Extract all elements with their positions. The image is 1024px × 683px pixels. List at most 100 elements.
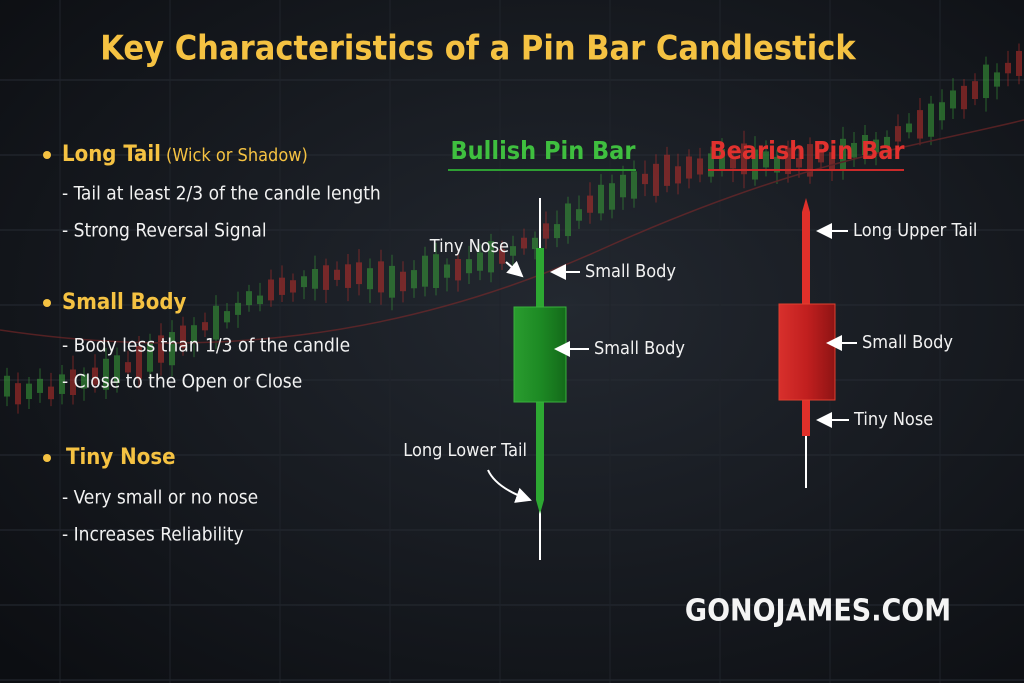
background-candle	[169, 332, 175, 366]
background-candle	[631, 171, 637, 199]
background-candle	[796, 158, 802, 168]
background-candle	[499, 249, 505, 264]
background-candle	[488, 241, 494, 273]
background-candle	[191, 325, 197, 344]
background-candle	[961, 85, 967, 110]
background-candle	[939, 102, 945, 121]
background-candle	[268, 279, 274, 301]
background-candle	[422, 255, 428, 287]
background-candle	[521, 237, 527, 249]
background-candle	[697, 158, 703, 175]
background-candle	[301, 276, 307, 288]
background-candle	[70, 369, 76, 395]
annotation: Small Body	[585, 261, 676, 282]
background-candle	[433, 254, 439, 288]
background-candle	[895, 126, 901, 142]
background-candle	[543, 223, 549, 239]
background-candle	[950, 90, 956, 109]
annotation: Small Body	[594, 338, 685, 359]
background-candle	[356, 262, 362, 285]
section-item: - Increases Reliability	[62, 524, 244, 546]
background-candle	[59, 374, 65, 394]
background-candle	[367, 268, 373, 290]
background-candle	[807, 144, 813, 177]
background-candle	[620, 174, 626, 198]
background-candle	[279, 277, 285, 295]
background-candle	[741, 143, 747, 175]
background-candle	[224, 311, 230, 323]
background-candle	[763, 151, 769, 168]
background-candle	[103, 358, 109, 390]
background-candle	[290, 280, 296, 293]
section-item: - Tail at least 2/3 of the candle length	[62, 183, 381, 205]
background-candle	[466, 259, 472, 274]
annotation: Long Upper Tail	[853, 220, 977, 241]
background-candle	[873, 139, 879, 154]
bullish-title: Bullish Pin Bar	[451, 136, 637, 165]
background-candle	[653, 163, 659, 196]
background-candle	[1005, 62, 1011, 74]
bullet	[43, 454, 51, 462]
background-candle	[983, 64, 989, 99]
background-candle	[158, 335, 164, 363]
background-candle	[686, 156, 692, 179]
background-candle	[323, 265, 329, 290]
section-item: - Strong Reversal Signal	[62, 220, 267, 242]
background-candle	[785, 147, 791, 175]
background-candle	[147, 341, 153, 372]
background-candle	[532, 237, 538, 250]
section-heading: Long Tail	[62, 142, 161, 167]
background-candle	[213, 305, 219, 340]
annotation: Tiny Nose	[853, 409, 933, 430]
section-item: - Very small or no nose	[62, 487, 258, 509]
background-candle	[81, 374, 87, 389]
background-candle	[246, 291, 252, 306]
title: Key Characteristics of a Pin Bar Candles…	[100, 29, 856, 69]
background-candle	[719, 149, 725, 170]
section-item: - Body less than 1/3 of the candle	[62, 335, 350, 357]
background-candle	[840, 138, 846, 170]
background-candle	[125, 362, 131, 373]
arrow	[505, 260, 524, 278]
background-candle	[851, 142, 857, 158]
bullet	[43, 151, 51, 159]
background-candle	[642, 173, 648, 185]
background-candle	[26, 383, 32, 400]
background-candle	[389, 265, 395, 298]
background-candle	[862, 135, 868, 155]
annotation: Long Lower Tail	[403, 440, 527, 461]
background-candle	[15, 383, 21, 405]
background-candle	[730, 158, 736, 169]
annotation: Small Body	[862, 332, 953, 353]
background-candle	[708, 153, 714, 177]
bullish-body	[513, 306, 567, 403]
background-candle	[378, 261, 384, 293]
watermark: GONOJAMES.COM	[685, 594, 951, 629]
background-candle	[510, 246, 516, 256]
background-candle	[774, 156, 780, 173]
section-heading: Small Body	[62, 290, 187, 315]
background-candle	[202, 322, 208, 331]
background-candle	[477, 252, 483, 271]
background-candle	[565, 203, 571, 237]
background-candle	[180, 325, 186, 348]
background-candle	[554, 224, 560, 239]
background-candle	[37, 378, 43, 393]
background-candle	[334, 269, 340, 280]
background-candle	[994, 72, 1000, 87]
arrow	[487, 469, 532, 503]
background-candle	[917, 110, 923, 139]
background-candle	[444, 264, 450, 278]
background-candle	[587, 195, 593, 213]
background-candle	[312, 269, 318, 289]
background-candle	[829, 152, 835, 171]
background-candle	[257, 295, 263, 305]
background-candle	[4, 375, 10, 397]
background-candle	[818, 150, 824, 163]
background-candle	[752, 149, 758, 180]
background-candle	[411, 270, 417, 289]
background-candle	[1016, 50, 1022, 76]
background-trend	[0, 119, 1024, 344]
section-heading: Tiny Nose	[66, 445, 176, 470]
